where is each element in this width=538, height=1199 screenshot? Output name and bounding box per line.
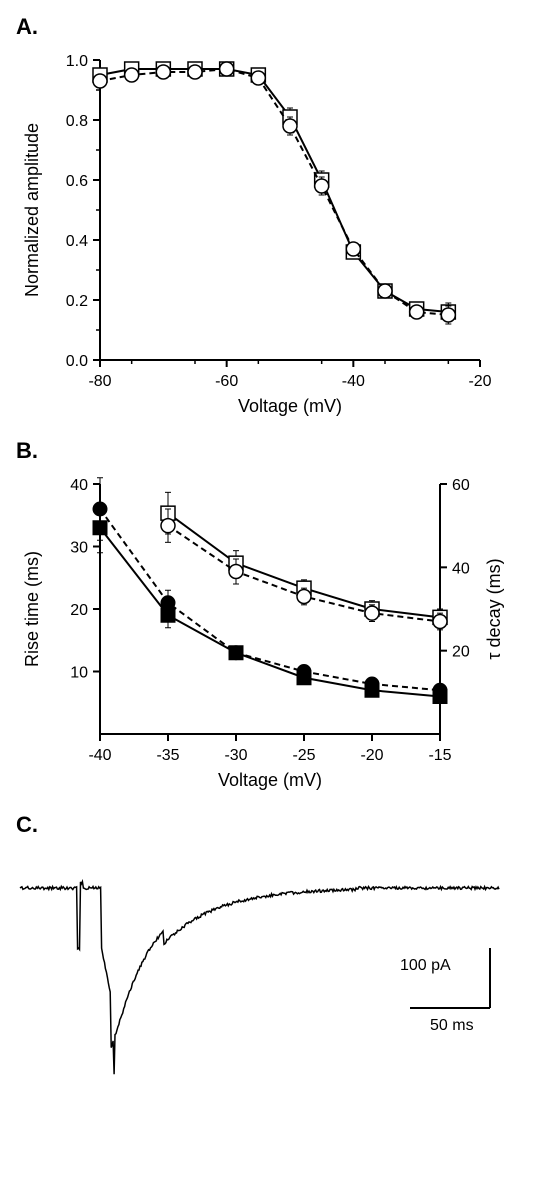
panel-b-chart: -40 -35 -30 -25 -20 -15 10 20 30 40 20 40 60 Voltage … [10,464,538,804]
svg-text:Voltage (mV): Voltage (mV) [218,770,322,790]
svg-text:Voltage (mV): Voltage (mV) [238,396,342,416]
svg-text:0.4: 0.4 [66,233,88,250]
svg-text:Normalized amplitude: Normalized amplitude [22,123,42,297]
svg-text:40: 40 [70,477,88,494]
svg-text:60: 60 [452,477,470,494]
svg-text:0.2: 0.2 [66,293,88,310]
panel-c-label: C. [16,812,538,838]
svg-text:-20: -20 [360,747,383,764]
svg-text:Rise time (ms): Rise time (ms) [22,551,42,667]
svg-text:-60: -60 [215,373,238,390]
svg-text:20: 20 [70,602,88,619]
svg-text:0.6: 0.6 [66,173,88,190]
svg-text:-20: -20 [468,373,491,390]
svg-text:-40: -40 [88,747,111,764]
svg-text:-35: -35 [156,747,179,764]
svg-text:-30: -30 [224,747,247,764]
panel-c-chart: 100 pA 50 ms [10,838,538,1088]
svg-text:τ decay (ms): τ decay (ms) [484,558,504,659]
svg-text:0.0: 0.0 [66,353,88,370]
svg-text:-15: -15 [428,747,451,764]
panel-b-label: B. [16,438,538,464]
svg-text:40: 40 [452,560,470,577]
svg-text:20: 20 [452,644,470,661]
svg-text:-25: -25 [292,747,315,764]
svg-text:1.0: 1.0 [66,53,88,70]
svg-text:50 ms: 50 ms [430,1017,474,1034]
svg-text:100 pA: 100 pA [400,957,451,974]
svg-text:30: 30 [70,540,88,557]
panel-a-label: A. [16,14,538,40]
svg-text:-80: -80 [88,373,111,390]
panel-a-chart: -80 -60 -40 -20 0.0 0.2 0.4 0.6 0.8 1.0 Voltage (m… [10,40,538,430]
svg-text:10: 10 [70,665,88,682]
svg-text:0.8: 0.8 [66,113,88,130]
svg-text:-40: -40 [342,373,365,390]
